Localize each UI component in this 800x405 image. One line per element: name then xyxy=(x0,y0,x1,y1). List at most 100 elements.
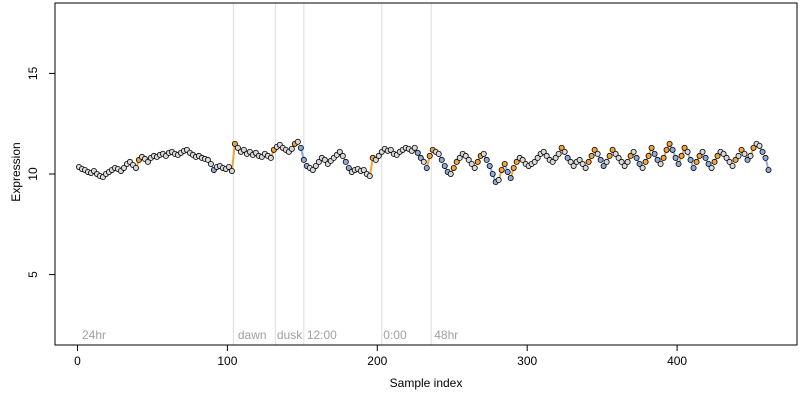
data-point xyxy=(741,150,748,157)
data-point xyxy=(630,148,637,155)
data-point xyxy=(639,164,646,171)
data-point xyxy=(555,150,562,157)
data-point xyxy=(744,156,751,163)
data-point xyxy=(552,154,559,161)
data-point xyxy=(507,175,514,182)
data-point xyxy=(321,156,328,163)
data-point xyxy=(672,154,679,161)
data-point xyxy=(495,177,502,184)
data-point xyxy=(609,146,616,153)
data-point xyxy=(579,160,586,167)
data-point xyxy=(651,150,658,157)
data-point xyxy=(702,154,709,161)
data-point xyxy=(234,144,241,151)
data-point xyxy=(567,158,574,165)
data-point xyxy=(420,158,427,165)
data-point xyxy=(498,166,505,173)
data-point xyxy=(225,163,232,170)
data-point xyxy=(636,160,643,167)
data-point xyxy=(144,158,151,165)
data-point xyxy=(603,158,610,165)
data-point xyxy=(726,158,733,165)
data-point xyxy=(312,162,319,169)
data-point xyxy=(699,148,706,155)
data-point xyxy=(621,162,628,169)
annotation-label: dusk xyxy=(277,328,303,342)
data-point xyxy=(366,173,373,180)
data-point xyxy=(438,156,445,163)
data-point xyxy=(714,152,721,159)
data-point xyxy=(735,152,742,159)
annotation-label: 12:00 xyxy=(307,328,337,342)
data-point xyxy=(207,160,214,167)
data-point xyxy=(426,152,433,159)
data-point xyxy=(588,152,595,159)
data-point xyxy=(435,150,442,157)
data-point xyxy=(633,154,640,161)
data-point xyxy=(288,145,295,152)
x-tick-label: 300 xyxy=(517,354,537,368)
data-point xyxy=(510,164,517,171)
data-point xyxy=(675,160,682,167)
data-point xyxy=(684,148,691,155)
data-point xyxy=(678,152,685,159)
data-point xyxy=(450,164,457,171)
y-axis: 5 10 15 xyxy=(26,66,55,278)
data-point xyxy=(240,146,247,153)
data-point xyxy=(732,156,739,163)
data-point xyxy=(513,158,520,165)
data-point xyxy=(453,158,460,165)
data-point xyxy=(723,154,730,161)
data-point xyxy=(576,156,583,163)
data-point xyxy=(504,168,511,175)
y-axis-title: Expression xyxy=(9,142,23,201)
data-point xyxy=(615,154,622,161)
annotations: 24hr dawn dusk 12:00 0:00 48hr xyxy=(82,328,458,342)
data-point xyxy=(480,150,487,157)
data-point xyxy=(387,146,394,153)
data-point xyxy=(627,152,634,159)
data-point xyxy=(624,158,631,165)
x-axis: 0 100 200 300 400 xyxy=(74,345,687,368)
data-point xyxy=(570,162,577,169)
data-point xyxy=(681,144,688,151)
x-axis-title: Sample index xyxy=(390,376,463,390)
data-point xyxy=(591,146,598,153)
data-point xyxy=(411,144,418,151)
data-point xyxy=(486,162,493,169)
data-point xyxy=(648,144,655,151)
data-point xyxy=(663,146,670,153)
data-point xyxy=(468,160,475,167)
data-point xyxy=(657,160,664,167)
data-point xyxy=(729,162,736,169)
data-point xyxy=(456,154,463,161)
data-point xyxy=(690,164,697,171)
data-point xyxy=(501,160,508,167)
x-tick-label: 0 xyxy=(74,354,81,368)
data-point xyxy=(345,164,352,171)
data-point xyxy=(606,152,613,159)
data-point xyxy=(642,158,649,165)
data-point xyxy=(654,156,661,163)
data-point xyxy=(375,152,382,159)
data-point xyxy=(564,154,571,161)
data-point xyxy=(558,144,565,151)
data-point xyxy=(231,140,238,147)
data-point xyxy=(594,150,601,157)
data-point xyxy=(297,144,304,151)
data-point xyxy=(336,148,343,155)
y-tick-label: 10 xyxy=(26,167,40,181)
data-point xyxy=(309,166,316,173)
annotation-label: 48hr xyxy=(434,328,458,342)
data-point xyxy=(600,162,607,169)
data-point xyxy=(711,158,718,165)
y-tick-label: 15 xyxy=(26,66,40,80)
y-tick-label: 5 xyxy=(26,271,40,278)
data-point xyxy=(315,158,322,165)
data-point xyxy=(708,164,715,171)
data-point xyxy=(228,167,235,174)
trend-segment xyxy=(230,143,236,172)
data-point xyxy=(543,152,550,159)
data-point xyxy=(465,156,472,163)
x-tick-label: 400 xyxy=(667,354,687,368)
